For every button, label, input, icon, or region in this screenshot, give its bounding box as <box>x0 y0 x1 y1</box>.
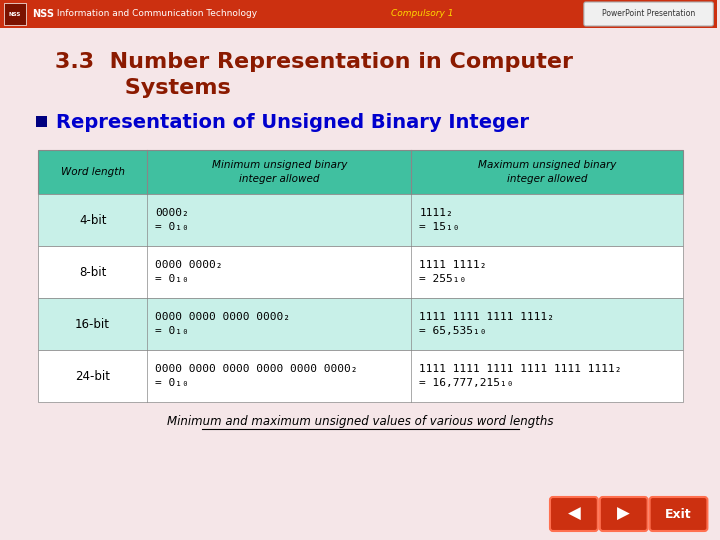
Text: PowerPoint Presentation: PowerPoint Presentation <box>602 10 696 18</box>
Text: 0000 0000 0000 0000 0000 0000₂
= 0₁₀: 0000 0000 0000 0000 0000 0000₂ = 0₁₀ <box>156 364 358 388</box>
Text: Compulsory 1: Compulsory 1 <box>390 10 453 18</box>
Text: Information and Communication Technology: Information and Communication Technology <box>54 10 257 18</box>
Text: 8-bit: 8-bit <box>79 266 107 279</box>
Text: Exit: Exit <box>665 508 692 521</box>
Text: 4-bit: 4-bit <box>79 213 107 226</box>
Text: 0000 0000 0000 0000₂
= 0₁₀: 0000 0000 0000 0000₂ = 0₁₀ <box>156 312 290 336</box>
FancyBboxPatch shape <box>550 497 598 531</box>
Text: 0000 0000₂
= 0₁₀: 0000 0000₂ = 0₁₀ <box>156 260 223 284</box>
Text: Minimum and maximum unsigned values of various word lengths: Minimum and maximum unsigned values of v… <box>168 415 554 429</box>
Text: Systems: Systems <box>55 78 230 98</box>
FancyBboxPatch shape <box>38 350 683 402</box>
Text: Word length: Word length <box>60 167 125 177</box>
Text: ▶: ▶ <box>617 505 630 523</box>
Text: ◀: ◀ <box>567 505 580 523</box>
FancyBboxPatch shape <box>584 2 714 26</box>
FancyBboxPatch shape <box>38 150 683 194</box>
FancyBboxPatch shape <box>649 497 708 531</box>
Text: 16-bit: 16-bit <box>75 318 110 330</box>
FancyBboxPatch shape <box>38 246 683 298</box>
Text: Minimum unsigned binary
integer allowed: Minimum unsigned binary integer allowed <box>212 160 347 184</box>
Text: 1111 1111 1111 1111 1111 1111₂
= 16,777,215₁₀: 1111 1111 1111 1111 1111 1111₂ = 16,777,… <box>420 364 622 388</box>
Text: NSS: NSS <box>9 11 21 17</box>
Text: 3.3  Number Representation in Computer: 3.3 Number Representation in Computer <box>55 52 573 72</box>
FancyBboxPatch shape <box>38 298 683 350</box>
Text: 1111₂
= 15₁₀: 1111₂ = 15₁₀ <box>420 208 460 232</box>
FancyBboxPatch shape <box>38 194 683 246</box>
Text: 1111 1111₂
= 255₁₀: 1111 1111₂ = 255₁₀ <box>420 260 487 284</box>
Text: Representation of Unsigned Binary Integer: Representation of Unsigned Binary Intege… <box>55 112 528 132</box>
Text: Maximum unsigned binary
integer allowed: Maximum unsigned binary integer allowed <box>478 160 617 184</box>
FancyBboxPatch shape <box>4 3 26 25</box>
FancyBboxPatch shape <box>600 497 647 531</box>
Text: 1111 1111 1111 1111₂
= 65,535₁₀: 1111 1111 1111 1111₂ = 65,535₁₀ <box>420 312 554 336</box>
FancyBboxPatch shape <box>0 0 717 28</box>
Text: NSS: NSS <box>32 9 54 19</box>
FancyBboxPatch shape <box>36 116 47 127</box>
Text: 24-bit: 24-bit <box>75 369 110 382</box>
Text: 0000₂
= 0₁₀: 0000₂ = 0₁₀ <box>156 208 189 232</box>
